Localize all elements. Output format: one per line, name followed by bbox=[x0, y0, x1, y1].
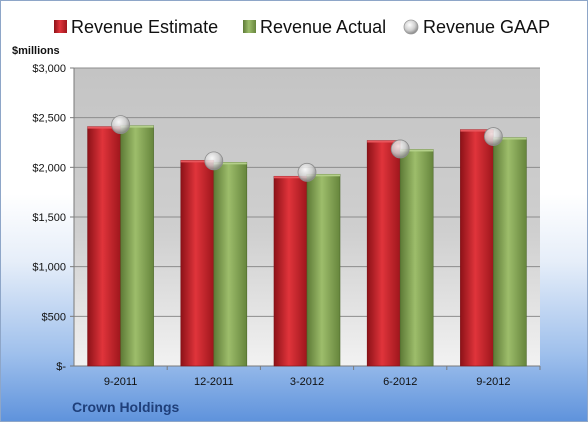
y-tick-label: $- bbox=[56, 361, 66, 373]
gaap-markers bbox=[111, 115, 503, 182]
legend-label-gaap: Revenue GAAP bbox=[423, 17, 550, 37]
bar-top-highlight bbox=[460, 129, 494, 132]
x-tick-label: 6-2012 bbox=[383, 376, 417, 388]
y-axis: $- $500 $1,000 $1,500 $2,000 $2,500 $3,000 bbox=[32, 63, 75, 373]
marker-revenue-gaap bbox=[297, 162, 317, 182]
y-tick-label: $1,500 bbox=[32, 212, 66, 224]
bar-top-highlight bbox=[213, 162, 247, 165]
bar-top-highlight bbox=[274, 176, 307, 179]
legend-swatch-actual bbox=[243, 20, 256, 33]
bar-revenue-estimate bbox=[366, 140, 401, 367]
y-tick-label: $1,000 bbox=[32, 262, 66, 274]
marker-revenue-gaap bbox=[111, 115, 130, 135]
legend-swatch-gaap bbox=[403, 19, 419, 35]
legend-label-estimate: Revenue Estimate bbox=[71, 17, 218, 37]
legend-label-actual: Revenue Actual bbox=[260, 17, 386, 37]
y-tick-label: $500 bbox=[42, 311, 66, 323]
marker-revenue-gaap bbox=[390, 139, 410, 159]
bar-revenue-estimate bbox=[87, 126, 121, 367]
bars bbox=[87, 125, 527, 367]
bar-revenue-actual bbox=[213, 162, 248, 367]
bar-revenue-estimate bbox=[460, 129, 494, 367]
x-tick-label: 12-2011 bbox=[194, 376, 234, 388]
bar-revenue-actual bbox=[399, 149, 434, 367]
legend: Revenue Estimate Revenue Actual Revenue … bbox=[54, 17, 550, 37]
bar-top-highlight bbox=[120, 125, 154, 128]
legend-swatch-estimate bbox=[54, 20, 67, 33]
x-tick-label: 3-2012 bbox=[290, 376, 324, 388]
marker-revenue-gaap bbox=[204, 151, 224, 171]
company-name: Crown Holdings bbox=[72, 399, 180, 415]
x-axis: 9-2011 12-2011 3-2012 6-2012 9-2012 bbox=[104, 366, 541, 388]
bar-top-highlight bbox=[87, 126, 121, 129]
y-axis-unit-label: $millions bbox=[12, 45, 60, 57]
bar-revenue-actual bbox=[493, 137, 527, 367]
y-tick-label: $2,500 bbox=[32, 113, 66, 125]
y-tick-label: $3,000 bbox=[32, 63, 66, 75]
bar-revenue-actual bbox=[306, 173, 341, 367]
x-tick-label: 9-2011 bbox=[104, 376, 137, 388]
y-tick-label: $2,000 bbox=[32, 162, 66, 174]
bar-top-highlight bbox=[180, 160, 214, 163]
x-tick-label: 9-2012 bbox=[476, 376, 510, 388]
bar-revenue-estimate bbox=[273, 175, 308, 367]
bar-revenue-estimate bbox=[180, 160, 215, 367]
bar-top-highlight bbox=[400, 149, 434, 152]
marker-revenue-gaap bbox=[483, 127, 503, 146]
bar-top-highlight bbox=[367, 140, 401, 143]
bar-revenue-actual bbox=[120, 125, 154, 367]
bar-top-highlight bbox=[493, 137, 527, 140]
bar-top-highlight bbox=[307, 174, 340, 177]
